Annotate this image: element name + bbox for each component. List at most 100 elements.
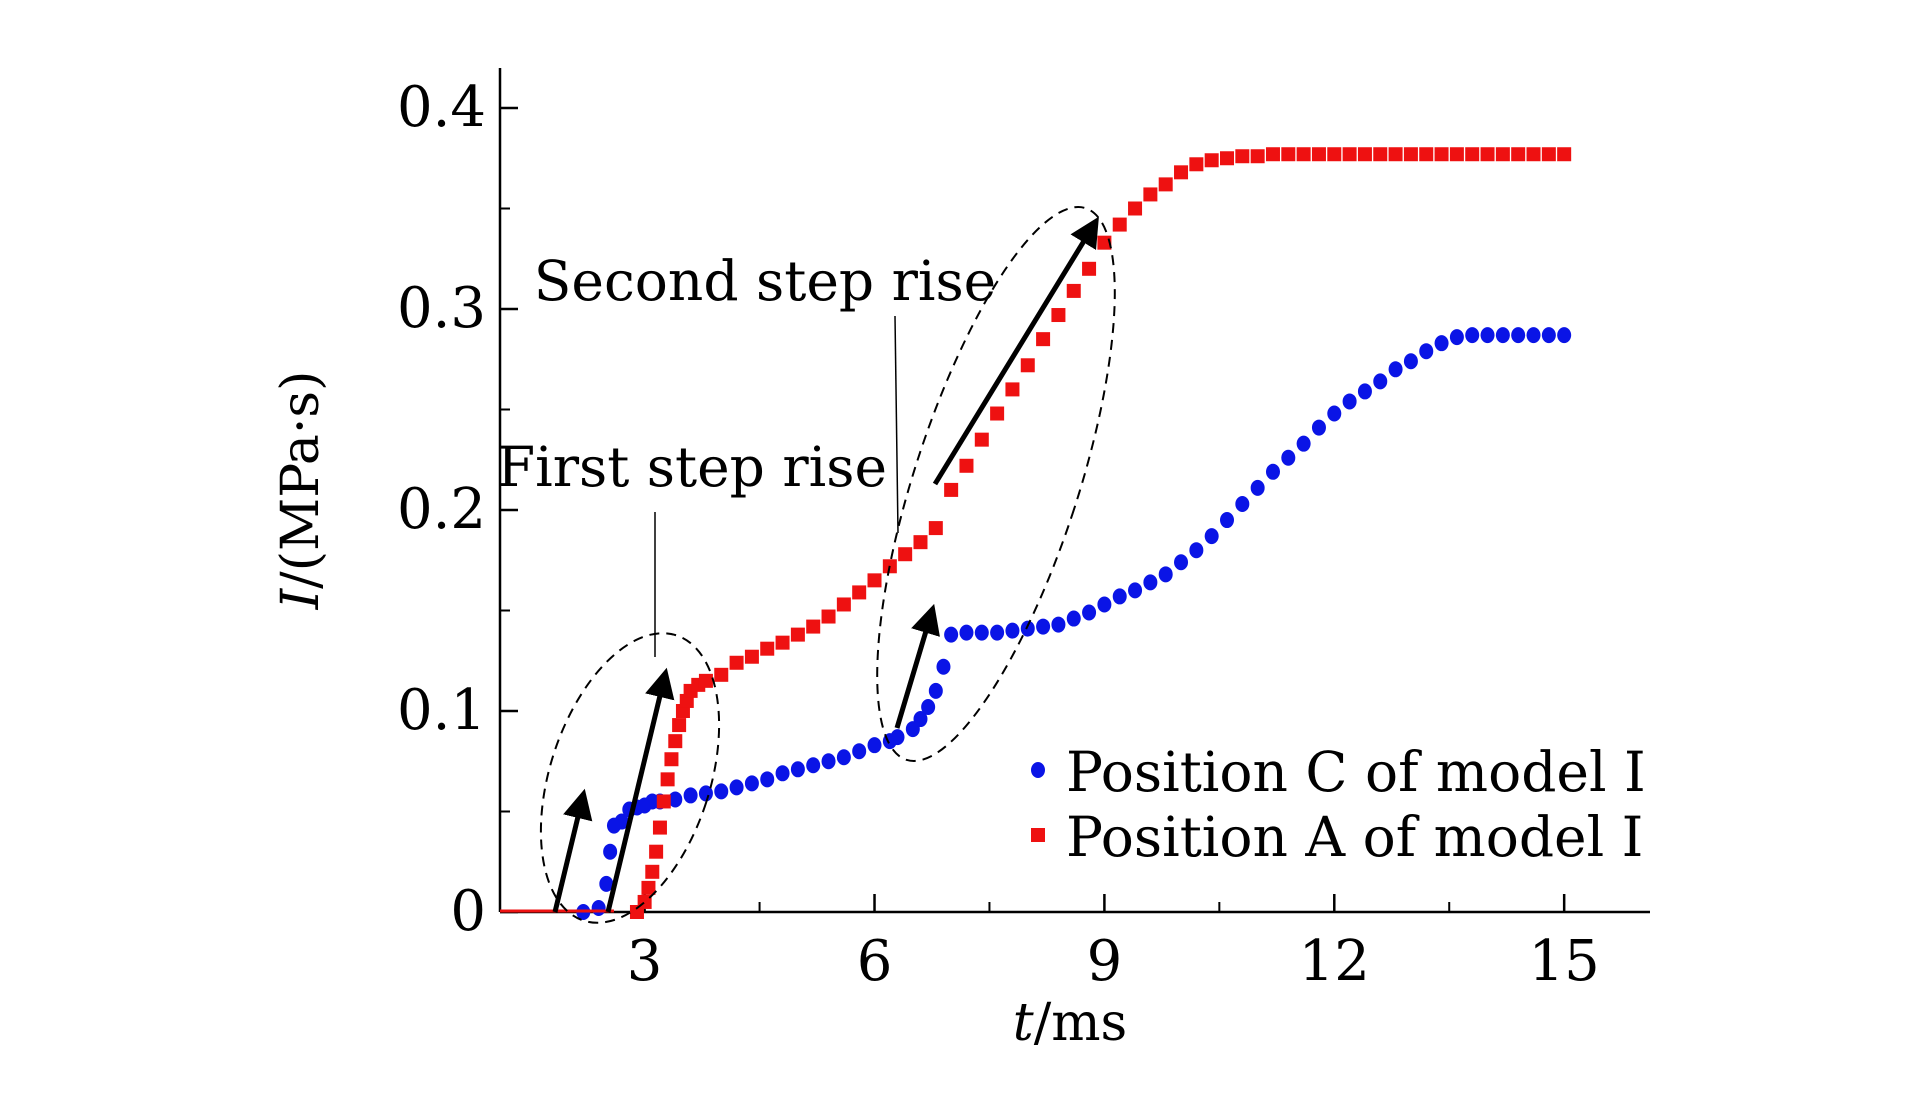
data-point xyxy=(1204,153,1219,168)
data-point xyxy=(913,535,928,550)
data-point xyxy=(645,864,660,879)
data-point xyxy=(744,775,759,792)
data-point xyxy=(656,794,671,809)
data-point xyxy=(944,482,959,497)
data-point xyxy=(1128,582,1143,599)
data-point xyxy=(1526,327,1541,344)
data-point xyxy=(790,761,805,778)
data-point xyxy=(1082,261,1097,276)
data-point xyxy=(698,785,713,802)
data-point xyxy=(990,624,1005,641)
data-point xyxy=(729,655,744,670)
y-tick-label: 0 xyxy=(450,879,486,944)
legend-label: Position C of model Ⅰ xyxy=(1066,740,1646,804)
data-point xyxy=(1403,353,1418,370)
data-point xyxy=(1357,383,1372,400)
data-point xyxy=(1342,393,1357,410)
data-point xyxy=(806,619,821,634)
data-point xyxy=(936,658,951,675)
data-point xyxy=(744,649,759,664)
data-point xyxy=(1051,616,1066,633)
legend-marker-position-c xyxy=(1031,762,1045,778)
data-point xyxy=(1311,419,1326,436)
data-point xyxy=(867,737,882,754)
data-point xyxy=(1250,149,1265,164)
data-point xyxy=(1066,283,1081,298)
data-point xyxy=(921,698,936,715)
y-tick-label: 0.3 xyxy=(397,276,486,341)
data-series xyxy=(500,147,1572,920)
legend-label: Position A of model Ⅰ xyxy=(1066,805,1643,869)
data-point xyxy=(1526,147,1541,162)
data-point xyxy=(1220,512,1235,529)
data-point xyxy=(1082,604,1097,621)
data-point xyxy=(1281,147,1296,162)
data-point xyxy=(836,597,851,612)
data-point xyxy=(1342,147,1357,162)
data-point xyxy=(1112,588,1127,605)
data-point xyxy=(1020,358,1035,373)
data-point xyxy=(821,753,836,770)
legend-marker-position-a xyxy=(1031,828,1045,842)
data-point xyxy=(790,627,805,642)
data-point xyxy=(1066,610,1081,627)
data-point xyxy=(1112,217,1127,232)
data-point xyxy=(1005,622,1020,639)
data-point xyxy=(1235,495,1250,512)
data-point xyxy=(683,787,698,804)
data-point xyxy=(852,743,867,760)
data-point xyxy=(1373,373,1388,390)
data-point xyxy=(1388,147,1403,162)
data-point xyxy=(1235,149,1250,164)
first-rise-ellipse xyxy=(539,632,721,924)
data-point xyxy=(1036,332,1051,347)
data-point xyxy=(928,521,943,536)
data-point xyxy=(821,609,836,624)
x-tick-label: 9 xyxy=(1087,929,1123,994)
data-point xyxy=(1557,147,1572,162)
annotations: First step rise Second step rise xyxy=(497,206,1116,924)
data-point xyxy=(1357,147,1372,162)
data-point xyxy=(1434,147,1449,162)
data-point xyxy=(1020,620,1035,637)
data-point xyxy=(974,432,989,447)
data-point xyxy=(1403,147,1418,162)
second-step-rise-label: Second step rise xyxy=(534,249,996,313)
data-point xyxy=(1557,327,1572,344)
data-point xyxy=(1541,147,1556,162)
data-point xyxy=(760,771,775,788)
data-point xyxy=(668,734,683,749)
x-tick-label: 15 xyxy=(1529,929,1600,994)
axes: 3 6 9 12 15 0 0.1 0.2 0.3 0.4 t/ms I/(MPa·s) xyxy=(271,68,1650,1053)
data-point xyxy=(775,765,790,782)
x-tick-label: 12 xyxy=(1299,929,1370,994)
y-tick-label: 0.4 xyxy=(397,75,486,140)
data-point xyxy=(760,641,775,656)
data-point xyxy=(714,783,729,800)
second-rise-ellipse xyxy=(876,206,1116,762)
data-point xyxy=(1174,165,1189,180)
data-point xyxy=(1465,147,1480,162)
data-point xyxy=(652,820,667,835)
data-point xyxy=(591,899,606,916)
x-axis-title: t/ms xyxy=(1013,993,1127,1053)
data-point xyxy=(1097,596,1112,613)
data-point xyxy=(729,779,744,796)
y-axis-title: I/(MPa·s) xyxy=(271,371,331,611)
data-point xyxy=(867,573,882,588)
data-point xyxy=(1220,151,1235,166)
x-tick-label: 6 xyxy=(857,929,893,994)
data-point xyxy=(1327,405,1342,422)
data-point xyxy=(898,547,913,562)
data-point xyxy=(1189,157,1204,172)
data-point xyxy=(959,624,974,641)
data-point xyxy=(1311,147,1326,162)
data-point xyxy=(603,843,618,860)
data-point xyxy=(944,626,959,643)
data-point xyxy=(1449,147,1464,162)
data-point xyxy=(1465,327,1480,344)
x-tick-label: 3 xyxy=(627,929,663,994)
data-point xyxy=(1005,382,1020,397)
data-point xyxy=(1051,308,1066,323)
